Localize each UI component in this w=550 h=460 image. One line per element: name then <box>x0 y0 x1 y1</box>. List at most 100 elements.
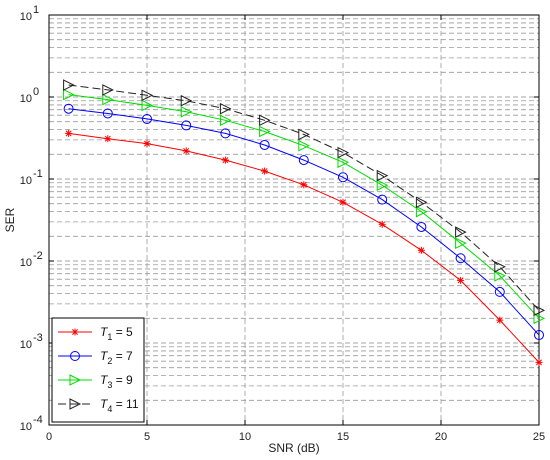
data-point <box>102 93 114 106</box>
data-point <box>533 304 546 317</box>
y-tick-base: 10 <box>20 421 32 433</box>
data-point <box>300 181 308 189</box>
series-line <box>68 84 540 311</box>
series-line <box>68 94 540 319</box>
legend-entry-3: T3 = 9 <box>58 373 133 390</box>
legend-entry-4: T4 = 11 <box>58 397 139 414</box>
data-point <box>494 286 505 297</box>
series-line <box>68 108 540 336</box>
data-point <box>63 103 74 114</box>
data-point-stroke <box>418 247 425 254</box>
data-point-stroke <box>65 130 72 137</box>
data-point <box>298 128 310 141</box>
data-point <box>416 221 427 232</box>
data-point <box>182 147 190 155</box>
data-point <box>220 128 231 139</box>
data-point <box>219 114 232 127</box>
series-lines <box>63 79 546 366</box>
data-point <box>415 196 428 209</box>
data-point <box>376 179 389 192</box>
data-point-stroke <box>300 181 307 188</box>
data-point <box>259 125 271 138</box>
x-tick-label: 5 <box>144 431 150 443</box>
legend-box <box>51 317 145 423</box>
data-point <box>102 84 114 96</box>
data-point-stroke <box>340 199 346 206</box>
legend-entry-2: T2 = 7 <box>58 349 133 366</box>
y-tick-exponent: -4 <box>33 414 43 426</box>
y-tick-exponent: 0 <box>33 86 39 98</box>
data-point-stroke <box>183 147 190 154</box>
data-point <box>259 139 270 150</box>
data-point <box>143 140 151 148</box>
data-point <box>338 172 348 183</box>
data-point <box>494 269 506 282</box>
data-point <box>141 89 154 102</box>
data-point <box>69 374 82 386</box>
data-point <box>65 129 73 137</box>
data-point <box>261 167 269 175</box>
legend: T1 = 5 T2 = 7 T3 = 9 T4 = 11 <box>51 317 145 423</box>
x-tick-label: 15 <box>337 431 349 443</box>
data-point <box>221 156 229 164</box>
data-point <box>102 108 113 119</box>
series-3 <box>63 88 546 325</box>
data-point-stroke <box>379 221 386 228</box>
y-tick-label: 10-3 <box>20 332 43 351</box>
data-point-stroke <box>222 157 229 164</box>
y-tick-label: 100 <box>20 86 39 105</box>
y-tick-exponent: -3 <box>33 332 43 344</box>
data-point <box>180 94 193 107</box>
data-point <box>337 156 350 169</box>
data-point <box>70 351 80 361</box>
legend-label: T4 = 11 <box>100 397 139 414</box>
data-point <box>496 316 504 324</box>
data-point <box>181 120 192 131</box>
data-point <box>71 328 79 336</box>
data-point <box>535 358 543 366</box>
data-point <box>376 169 389 182</box>
data-point <box>455 237 467 249</box>
plot-frame <box>48 14 540 426</box>
data-point <box>455 226 467 238</box>
data-point <box>142 113 152 124</box>
legend-label: T3 = 9 <box>100 373 133 390</box>
y-tick-exponent: -2 <box>33 250 43 262</box>
data-point <box>259 114 271 127</box>
y-tick-base: 10 <box>20 175 32 187</box>
data-point <box>457 276 465 284</box>
data-point <box>63 79 75 91</box>
y-tick-base: 10 <box>20 257 32 269</box>
data-point <box>339 198 347 206</box>
data-point <box>534 330 544 341</box>
x-axis-label: SNR (dB) <box>268 441 319 455</box>
y-tick-base: 10 <box>20 11 32 23</box>
data-point <box>417 246 425 254</box>
data-point <box>141 99 154 112</box>
data-point <box>337 146 350 159</box>
y-tick-base: 10 <box>20 339 32 351</box>
data-point <box>69 398 82 410</box>
data-point <box>63 88 75 101</box>
legend-label: T2 = 7 <box>100 349 133 366</box>
data-point-stroke <box>104 135 111 142</box>
data-point-stroke <box>144 140 150 147</box>
data-point <box>494 260 506 273</box>
x-tick-label: 10 <box>239 431 251 443</box>
x-tick-label: 20 <box>435 431 447 443</box>
legend-label: T1 = 5 <box>100 325 133 342</box>
y-tick-label: 10-4 <box>20 414 43 433</box>
series-4 <box>63 79 546 317</box>
data-point-stroke <box>457 277 464 284</box>
y-tick-label: 101 <box>20 4 39 23</box>
y-axis-label: SER <box>3 207 17 232</box>
y-tick-exponent: 1 <box>33 4 39 16</box>
data-point <box>219 102 232 115</box>
y-tick-base: 10 <box>20 93 32 105</box>
y-tick-exponent: -1 <box>33 168 43 180</box>
data-point-stroke <box>72 329 78 335</box>
y-tick-label: 10-1 <box>20 168 43 187</box>
data-point-stroke <box>536 359 542 366</box>
data-point <box>298 155 309 166</box>
